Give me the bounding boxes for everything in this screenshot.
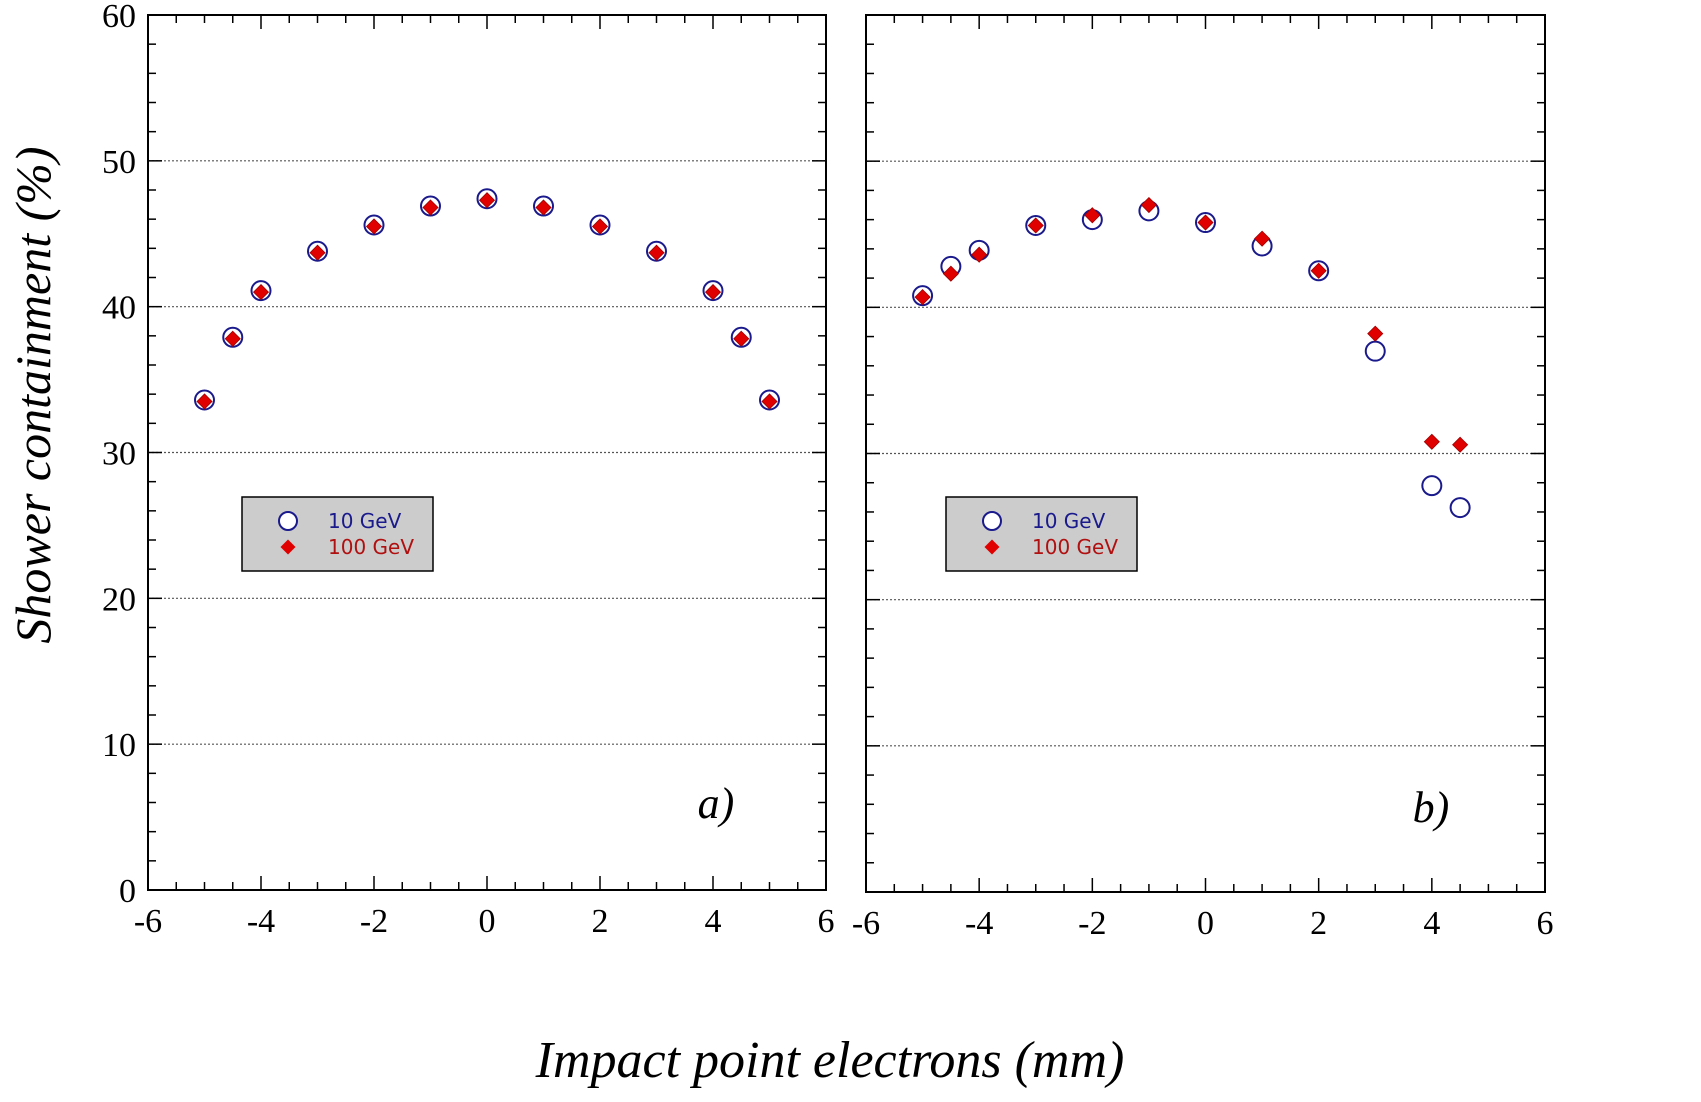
- legend-label-100gev: 100 GeV: [328, 535, 414, 559]
- data-point-100gev: [1140, 196, 1157, 214]
- data-point-100gev: [733, 330, 750, 347]
- y-tick-label: 20: [102, 581, 136, 618]
- data-point-100gev: [1197, 214, 1214, 231]
- x-tick-label: 6: [818, 903, 835, 940]
- legend-box: [241, 496, 434, 572]
- x-tick-label: 2: [592, 903, 609, 940]
- x-tick-label: 4: [1423, 905, 1440, 942]
- y-tick-label: 50: [102, 144, 136, 181]
- data-point-100gev: [478, 192, 496, 209]
- y-tick-label: 30: [102, 436, 136, 473]
- legend-label-10gev: 10 GeV: [1032, 509, 1106, 533]
- x-tick-label: -4: [965, 905, 993, 942]
- data-point-100gev: [971, 246, 988, 263]
- data-point-10gev: [1421, 475, 1443, 497]
- x-axis-title: Impact point electrons (mm): [535, 1032, 1125, 1089]
- data-point-100gev: [591, 218, 609, 235]
- legend-label-100gev: 100 GeV: [1032, 535, 1118, 559]
- x-tick-label: 0: [479, 903, 496, 940]
- legend-label-10gev: 10 GeV: [328, 509, 402, 533]
- data-point-100gev: [309, 244, 326, 261]
- y-tick-label: 40: [102, 290, 136, 327]
- data-point-100gev: [914, 289, 931, 306]
- x-tick-label: -2: [360, 903, 388, 940]
- data-point-100gev: [365, 218, 383, 235]
- data-point-100gev: [1254, 230, 1271, 247]
- data-point-100gev: [224, 330, 241, 347]
- data-point-100gev: [1310, 262, 1327, 279]
- panel-label: b): [1413, 783, 1450, 832]
- data-point-100gev: [1452, 436, 1469, 453]
- data-point-100gev: [704, 284, 722, 301]
- data-point-100gev: [1084, 207, 1101, 224]
- data-point-100gev: [1367, 325, 1384, 342]
- legend-box: [945, 496, 1138, 572]
- data-point-100gev: [196, 393, 213, 410]
- data-point-100gev: [1423, 433, 1440, 450]
- data-point-100gev: [422, 199, 439, 216]
- x-tick-label: 0: [1197, 905, 1214, 942]
- x-tick-label: 2: [1310, 905, 1327, 942]
- y-tick-label: 0: [119, 873, 136, 910]
- data-point-10gev: [1364, 340, 1386, 362]
- legend-marker-10gev: [982, 511, 1002, 531]
- x-tick-label: -6: [852, 905, 880, 942]
- x-tick-label: -6: [134, 903, 162, 940]
- data-point-100gev: [535, 199, 552, 216]
- y-tick-label: 60: [102, 0, 136, 35]
- data-point-100gev: [942, 265, 959, 282]
- x-tick-label: -4: [247, 903, 275, 940]
- y-axis-title: Shower containment (%): [5, 146, 61, 643]
- data-point-100gev: [648, 244, 665, 261]
- x-tick-label: 6: [1537, 905, 1554, 942]
- x-tick-label: 4: [705, 903, 722, 940]
- data-point-100gev: [761, 393, 778, 410]
- y-tick-label: 10: [102, 727, 136, 764]
- panel-label: a): [698, 779, 735, 828]
- data-point-100gev: [252, 284, 270, 301]
- legend-marker-10gev: [278, 511, 298, 531]
- data-point-10gev: [1449, 497, 1471, 519]
- data-point-100gev: [1027, 217, 1044, 234]
- x-tick-label: -2: [1078, 905, 1106, 942]
- legend-marker-100gev: [984, 539, 1000, 555]
- legend-marker-100gev: [280, 539, 296, 555]
